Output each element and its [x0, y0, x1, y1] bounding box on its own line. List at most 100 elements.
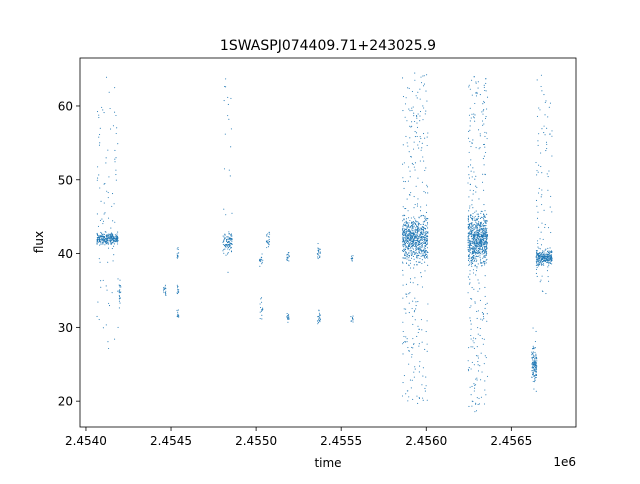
data-point	[485, 235, 487, 237]
data-point	[475, 355, 478, 357]
data-point	[416, 115, 418, 118]
data-point	[406, 296, 408, 298]
data-point	[407, 235, 409, 237]
data-point	[225, 254, 227, 256]
data-point	[423, 107, 425, 109]
data-point	[474, 211, 476, 213]
data-point	[473, 242, 475, 244]
data-point	[479, 228, 481, 230]
data-point	[426, 242, 429, 244]
data-point	[484, 242, 486, 244]
data-point	[413, 267, 415, 269]
data-point	[534, 360, 536, 362]
data-point	[485, 357, 487, 359]
data-point	[227, 271, 229, 273]
data-point	[423, 233, 425, 235]
data-point	[546, 270, 549, 272]
data-point	[422, 399, 424, 401]
data-point	[471, 248, 473, 251]
data-point	[483, 363, 485, 365]
data-point	[534, 366, 536, 368]
data-point	[533, 355, 535, 357]
data-point	[473, 255, 475, 257]
data-point	[415, 239, 417, 242]
data-point	[222, 243, 224, 246]
data-point	[261, 314, 263, 316]
data-point	[545, 248, 547, 250]
data-point	[402, 177, 404, 179]
data-point	[474, 120, 476, 122]
data-point	[470, 242, 472, 244]
data-point	[533, 361, 535, 363]
data-point	[476, 244, 478, 246]
data-point	[537, 144, 539, 146]
data-point	[259, 311, 261, 313]
data-point	[226, 242, 229, 244]
data-point	[404, 242, 406, 244]
data-point	[318, 319, 320, 321]
data-point	[485, 222, 487, 224]
data-point	[485, 252, 487, 254]
data-point	[476, 310, 478, 313]
data-point	[471, 242, 473, 244]
data-point	[228, 231, 230, 233]
data-point	[470, 328, 472, 330]
data-point	[228, 249, 231, 251]
data-point	[416, 264, 418, 266]
data-point	[407, 210, 409, 212]
data-point	[531, 376, 533, 379]
data-point	[536, 259, 538, 261]
data-point	[536, 261, 538, 263]
data-point	[99, 235, 101, 237]
data-point	[475, 249, 477, 251]
data-point	[411, 240, 413, 243]
data-point	[410, 217, 412, 219]
data-point	[531, 363, 533, 365]
data-point	[287, 256, 289, 258]
data-point	[412, 251, 414, 253]
data-point	[476, 251, 478, 253]
data-point	[412, 255, 414, 257]
data-point	[532, 364, 534, 366]
data-point	[472, 116, 475, 118]
data-point	[467, 360, 469, 362]
data-point	[417, 243, 419, 245]
data-point	[102, 109, 104, 111]
data-point	[422, 133, 425, 135]
data-point	[532, 372, 534, 374]
data-point	[472, 250, 474, 252]
data-point	[97, 240, 99, 242]
data-point	[482, 217, 484, 219]
data-point	[102, 243, 104, 245]
data-point	[469, 242, 471, 244]
data-point	[475, 246, 477, 248]
data-point	[417, 301, 419, 303]
data-point	[419, 238, 422, 240]
data-point	[419, 98, 421, 100]
data-point	[542, 255, 544, 258]
data-point	[536, 263, 538, 265]
data-point	[410, 246, 412, 248]
data-point	[410, 155, 412, 158]
data-point	[413, 238, 415, 240]
data-point	[477, 223, 479, 226]
data-point	[103, 233, 105, 236]
data-point	[541, 255, 543, 257]
data-point	[477, 240, 479, 242]
data-point	[468, 248, 470, 250]
data-point	[411, 245, 413, 247]
data-point	[115, 236, 117, 238]
data-point	[414, 245, 417, 247]
data-point	[409, 219, 411, 222]
data-point	[422, 75, 424, 77]
data-point	[422, 119, 424, 121]
data-point	[224, 237, 226, 239]
data-point	[418, 261, 420, 263]
data-point	[403, 335, 405, 338]
data-point	[475, 175, 477, 177]
data-point	[486, 213, 488, 215]
data-point	[477, 237, 479, 239]
data-point	[467, 226, 470, 229]
data-point	[425, 244, 427, 246]
data-point	[417, 91, 419, 93]
